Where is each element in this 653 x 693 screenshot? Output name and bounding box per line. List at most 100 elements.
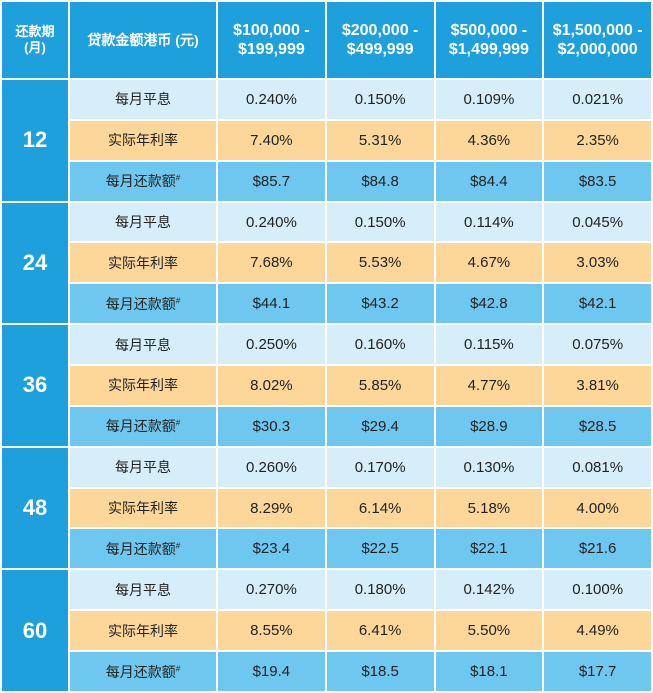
effective-rate-value: 4.36% xyxy=(435,120,543,160)
repayment-label-text: 每月还款额 xyxy=(105,173,176,190)
table-row: 实际年利率 7.40% 5.31% 4.36% 2.35% xyxy=(2,120,651,160)
effective-rate-value: 3.81% xyxy=(544,366,651,405)
repayment-value: $19.4 xyxy=(218,652,325,691)
effective-rate-label: 实际年利率 xyxy=(70,366,216,405)
monthly-rate-value: 0.240% xyxy=(218,80,325,119)
monthly-rate-value: 0.150% xyxy=(326,202,434,242)
monthly-rate-value: 0.075% xyxy=(544,325,651,365)
table-row: 实际年利率 7.68% 5.53% 4.67% 3.03% xyxy=(2,243,651,283)
effective-rate-value: 8.02% xyxy=(218,366,325,405)
effective-rate-value: 4.77% xyxy=(435,366,543,405)
effective-rate-value: 4.67% xyxy=(435,243,543,283)
table-row: 48 每月平息 0.260% 0.170% 0.130% 0.081% xyxy=(2,447,651,569)
repayment-value: $18.1 xyxy=(435,652,543,691)
header-band-1: $100,000 - $199,999 xyxy=(218,2,325,78)
repayment-value: $30.3 xyxy=(218,406,325,446)
repayment-value: $21.6 xyxy=(544,529,651,569)
term-cell: 12 xyxy=(2,80,68,201)
monthly-rate-label-text: 每月平息 xyxy=(115,91,171,108)
header-band-2-line2: $499,999 xyxy=(346,41,414,58)
header-band-1-line1: $100,000 - xyxy=(233,21,310,39)
effective-rate-value: 7.68% xyxy=(218,243,325,283)
effective-rate-value: 5.53% xyxy=(326,243,434,283)
repayment-value: $85.7 xyxy=(218,161,325,201)
effective-rate-value: 5.31% xyxy=(326,120,434,160)
repayment-value: $28.5 xyxy=(544,406,651,446)
header-band-4-line2: $2,000,000 xyxy=(557,41,638,58)
monthly-rate-label: 每月平息 xyxy=(70,570,216,610)
monthly-rate-value: 0.142% xyxy=(435,570,543,610)
header-term-line2: (月) xyxy=(24,40,46,55)
effective-rate-value: 2.35% xyxy=(544,120,651,160)
repayment-value: $83.5 xyxy=(544,161,651,201)
effective-rate-label: 实际年利率 xyxy=(70,488,216,528)
monthly-rate-label-text: 每月平息 xyxy=(115,336,171,353)
monthly-rate-label-text: 每月平息 xyxy=(115,581,171,598)
effective-rate-value: 5.18% xyxy=(435,488,543,528)
repayment-value: $18.5 xyxy=(326,652,434,691)
monthly-rate-value: 0.045% xyxy=(544,202,651,242)
repayment-value: $84.4 xyxy=(435,161,543,201)
footnote-mark: # xyxy=(175,296,181,306)
monthly-rate-value: 0.021% xyxy=(544,80,651,119)
table-row: 36 每月平息 0.250% 0.160% 0.115% 0.075% xyxy=(2,325,651,446)
monthly-rate-label-text: 每月平息 xyxy=(115,459,171,476)
monthly-rate-value: 0.240% xyxy=(218,202,325,242)
table-row: 每月还款额# $19.4 $18.5 $18.1 $17.7 xyxy=(2,652,651,691)
header-loan-amount: 贷款金额港币 (元) xyxy=(70,2,216,78)
monthly-rate-value: 0.260% xyxy=(218,447,325,487)
monthly-rate-value: 0.250% xyxy=(218,325,325,365)
monthly-rate-label: 每月平息 xyxy=(70,80,216,119)
monthly-rate-value: 0.180% xyxy=(326,570,434,610)
monthly-rate-value: 0.150% xyxy=(326,80,434,119)
monthly-rate-value: 0.100% xyxy=(544,570,651,610)
effective-rate-value: 8.55% xyxy=(218,611,325,651)
footnote-mark: # xyxy=(175,663,181,673)
header-band-3-line1: $500,000 - xyxy=(450,21,528,39)
table-row: 实际年利率 8.02% 5.85% 4.77% 3.81% xyxy=(2,366,651,405)
header-band-4-line1: $1,500,000 - xyxy=(552,21,643,39)
monthly-rate-label: 每月平息 xyxy=(70,447,216,487)
table-row: 实际年利率 8.55% 6.41% 5.50% 4.49% xyxy=(2,611,651,651)
repayment-value: $22.1 xyxy=(435,529,543,569)
repayment-value: $44.1 xyxy=(218,284,325,324)
table-row: 每月还款额# $44.1 $43.2 $42.8 $42.1 xyxy=(2,284,651,324)
footnote-mark: # xyxy=(175,173,181,183)
repayment-label: 每月还款额# xyxy=(70,529,216,569)
effective-rate-label: 实际年利率 xyxy=(70,243,216,283)
header-row: 还款期 (月) 贷款金额港币 (元) $100,000 - $199,999 $… xyxy=(2,2,651,78)
monthly-rate-label: 每月平息 xyxy=(70,325,216,365)
table-row: 实际年利率 8.29% 6.14% 5.18% 4.00% xyxy=(2,488,651,528)
monthly-rate-value: 0.170% xyxy=(326,447,434,487)
table-body: 12 每月平息 0.240% 0.150% 0.109% 0.021% 实际年利率 7.40%… xyxy=(2,80,651,691)
effective-rate-label-text: 实际年利率 xyxy=(108,254,178,271)
monthly-rate-value: 0.114% xyxy=(435,202,543,242)
header-band-2-line1: $200,000 - xyxy=(341,21,419,39)
monthly-rate-value: 0.270% xyxy=(218,570,325,610)
monthly-rate-value: 0.115% xyxy=(435,325,543,365)
effective-rate-label-text: 实际年利率 xyxy=(108,622,178,639)
term-cell: 36 xyxy=(2,325,68,446)
header-band-4: $1,500,000 - $2,000,000 xyxy=(544,2,651,78)
table-header: 还款期 (月) 贷款金额港币 (元) $100,000 - $199,999 $… xyxy=(2,2,651,78)
effective-rate-label-text: 实际年利率 xyxy=(108,500,178,517)
repayment-value: $23.4 xyxy=(218,529,325,569)
repayment-label-text: 每月还款额 xyxy=(105,540,176,557)
table-row: 每月还款额# $23.4 $22.5 $22.1 $21.6 xyxy=(2,529,651,569)
repayment-value: $17.7 xyxy=(544,652,651,691)
repayment-label-text: 每月还款额 xyxy=(105,295,176,312)
header-band-2: $200,000 - $499,999 xyxy=(326,2,434,78)
repayment-label: 每月还款额# xyxy=(70,161,216,201)
effective-rate-value: 7.40% xyxy=(218,120,325,160)
repayment-label: 每月还款额# xyxy=(70,652,216,691)
monthly-rate-value: 0.160% xyxy=(326,325,434,365)
header-band-3: $500,000 - $1,499,999 xyxy=(435,2,543,78)
term-cell: 60 xyxy=(2,570,68,691)
repayment-value: $42.8 xyxy=(435,284,543,324)
term-cell: 48 xyxy=(2,447,68,569)
effective-rate-value: 8.29% xyxy=(218,488,325,528)
monthly-rate-label-text: 每月平息 xyxy=(115,214,171,230)
repayment-value: $28.9 xyxy=(435,406,543,446)
table-row: 12 每月平息 0.240% 0.150% 0.109% 0.021% xyxy=(2,80,651,201)
